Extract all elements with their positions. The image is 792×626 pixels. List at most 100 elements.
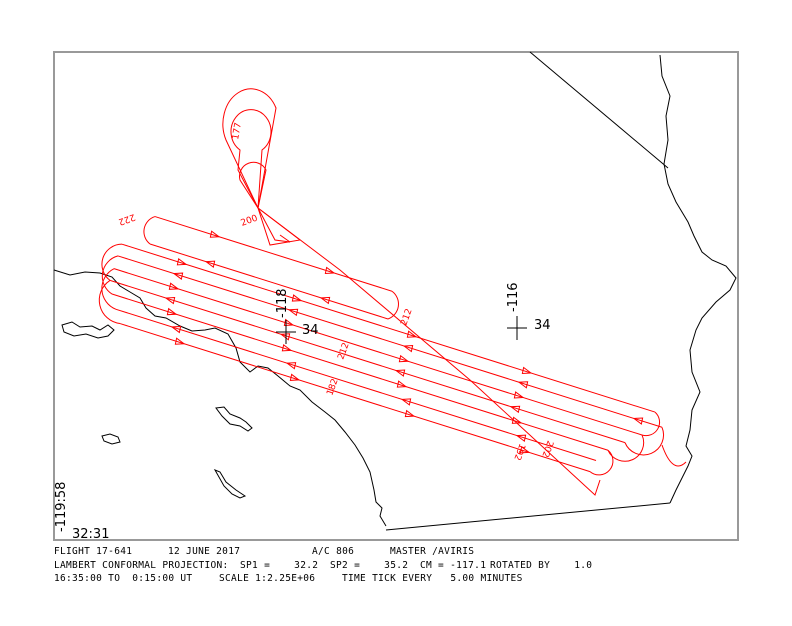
graticule-mark-116: -116 34 (506, 282, 551, 340)
graticule-cross (507, 316, 527, 340)
loop-outer (222, 88, 277, 209)
time-label: 212 (399, 307, 414, 327)
time-labels: 177 200 222 212 212 182 192 202 (117, 122, 555, 462)
lat-label: 34 (534, 318, 551, 333)
turn (641, 411, 661, 437)
catalina-island (215, 406, 253, 432)
transit-line (257, 207, 601, 496)
approach (257, 207, 302, 246)
time-tick-arrow (209, 230, 221, 238)
central-meridian: CM = -117.1 (420, 560, 487, 571)
flight-track-map: -118 34 -116 34 -119:58 32:31 177 200 22… (53, 51, 739, 542)
hook (257, 207, 291, 243)
corner-longitude: -119:58 (54, 482, 69, 532)
time-tick-arrow (166, 307, 178, 316)
time-tick-arrow (521, 366, 533, 375)
map-frame (53, 51, 739, 541)
arizona-border (659, 54, 737, 504)
lon-label: -118 (275, 288, 290, 318)
time-tick-arrow (511, 416, 523, 424)
time-label: 177 (231, 122, 244, 141)
time-tick-arrow (513, 391, 525, 399)
rotation: ROTATED BY 1.0 (490, 560, 593, 571)
turn (101, 255, 119, 295)
flight-line (154, 216, 393, 292)
time-tick-arrow (285, 362, 297, 370)
time-tick-arrow (176, 257, 188, 266)
time-tick-arrow (406, 330, 418, 338)
time-tick-arrow (170, 325, 182, 334)
time-tick-arrow (204, 260, 216, 269)
turn (101, 243, 123, 281)
flight-line (115, 308, 597, 461)
time-label: 182 (325, 377, 340, 397)
time-range: 16:35:00 TO 0:15:00 UT (54, 573, 193, 584)
time-tick-arrow (394, 369, 406, 377)
flight-line (109, 279, 626, 444)
time-label: 212 (336, 341, 351, 361)
flight-line (119, 323, 591, 473)
graticule-mark-118: -118 34 (275, 288, 319, 344)
time-tick-arrow (168, 282, 180, 290)
san-nicolas-island (101, 433, 121, 445)
flight-track (98, 88, 687, 496)
time-label: 192 (511, 442, 526, 462)
aircraft: A/C 806 (312, 546, 355, 557)
loop-177 (230, 109, 272, 209)
time-tick-arrow (279, 333, 291, 341)
sp2: SP2 = 35.2 (330, 560, 409, 571)
turn (143, 216, 156, 245)
map-scale: SCALE 1:2.25E+06 (219, 573, 316, 584)
loop-small (239, 161, 267, 209)
time-tick-arrow (281, 344, 293, 352)
time-tick-arrow (283, 318, 295, 327)
time-tick-arrow (402, 344, 414, 353)
california-coast (53, 269, 387, 527)
flight-date: 12 JUNE 2017 (168, 546, 241, 557)
flight-line (149, 243, 389, 320)
time-tick-arrow (287, 308, 299, 317)
instrument: MASTER /AVIRIS (390, 546, 475, 557)
flight-number: FLIGHT 17-641 (54, 546, 133, 557)
time-tick-arrow (632, 417, 644, 425)
corner-latitude: 32:31 (72, 527, 109, 542)
flight-line (121, 243, 656, 413)
time-tick: TIME TICK EVERY 5.00 MINUTES (342, 573, 523, 584)
info-line-1: FLIGHT 17-641 12 JUNE 2017 A/C 806 MASTE… (54, 546, 474, 601)
san-clemente-island (213, 469, 247, 499)
info-line-2: LAMBERT CONFORMAL PROJECTION: SP1 = 32.2… (54, 560, 592, 626)
turn (98, 279, 121, 325)
time-tick-arrow (519, 445, 531, 454)
turn (661, 444, 687, 467)
flight-line (111, 293, 609, 451)
sp1: SP1 = 32.2 (240, 560, 319, 571)
turn (589, 449, 614, 476)
time-label: 222 (117, 211, 137, 226)
turn (387, 290, 399, 320)
time-tick-arrow (174, 337, 186, 345)
time-tick-arrow (396, 380, 408, 388)
mexico-border (385, 502, 671, 531)
time-label: 200 (240, 213, 260, 228)
time-tick-arrow (400, 398, 412, 406)
coastline (53, 51, 737, 531)
lon-label: -116 (506, 282, 521, 312)
time-ticks (164, 230, 644, 454)
time-tick-arrow (517, 381, 529, 389)
time-tick-arrow (509, 405, 521, 414)
time-tick-arrow (319, 296, 331, 305)
info-line-3: 16:35:00 TO 0:15:00 UT SCALE 1:2.25E+06 … (54, 573, 522, 617)
lat-label: 34 (302, 323, 319, 338)
turn (624, 427, 665, 456)
time-tick-arrow (289, 373, 301, 381)
time-tick-arrow (404, 409, 416, 418)
flight-line (117, 255, 663, 428)
time-tick-arrow (324, 266, 336, 274)
time-tick-arrow (164, 297, 176, 305)
time-tick-arrow (291, 294, 303, 302)
time-tick-arrow (398, 354, 410, 363)
graticule-cross (276, 320, 296, 344)
flight-line (113, 268, 643, 436)
projection: LAMBERT CONFORMAL PROJECTION: (54, 560, 229, 571)
time-tick-arrow (172, 272, 184, 280)
